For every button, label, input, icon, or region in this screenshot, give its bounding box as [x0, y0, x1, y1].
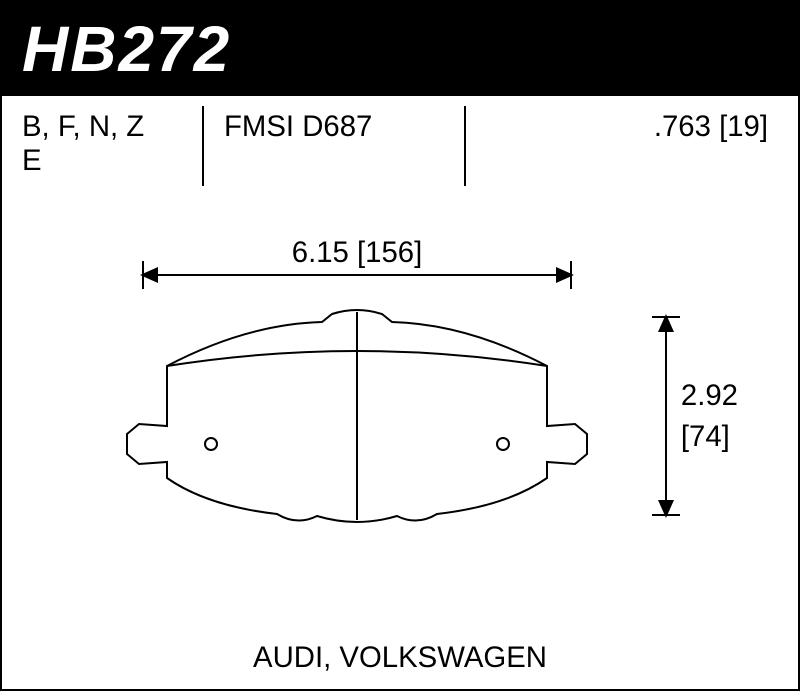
tick-top	[652, 316, 680, 318]
arrow-vertical-icon	[665, 316, 667, 516]
compounds-line2: E	[22, 144, 182, 178]
fmsi-code: FMSI D687	[224, 110, 444, 144]
width-label: 6.15 [156]	[142, 236, 572, 270]
header-bar: HB272	[2, 2, 798, 96]
height-in: 2.92	[681, 375, 738, 416]
width-dimension: 6.15 [156]	[142, 236, 572, 276]
diagram-area: 6.15 [156]	[2, 206, 798, 636]
part-number: HB272	[22, 12, 778, 86]
compounds-line1: B, F, N, Z	[22, 110, 182, 144]
compounds-cell: B, F, N, Z E	[2, 96, 202, 206]
brake-pad-icon	[107, 306, 607, 546]
thickness-value: .763 [19]	[486, 110, 768, 144]
height-mm: [74]	[681, 416, 738, 457]
tick-left	[142, 261, 144, 289]
height-dimension: 2.92 [74]	[665, 316, 738, 516]
vehicle-makes: AUDI, VOLKSWAGEN	[2, 641, 798, 675]
fmsi-cell: FMSI D687	[204, 96, 464, 206]
info-row: B, F, N, Z E FMSI D687 .763 [19]	[2, 96, 798, 206]
spec-sheet: HB272 B, F, N, Z E FMSI D687 .763 [19] 6…	[0, 0, 800, 691]
tick-right	[570, 261, 572, 289]
thickness-cell: .763 [19]	[466, 96, 798, 206]
height-label: 2.92 [74]	[681, 375, 738, 457]
arrow-horizontal-icon	[142, 274, 572, 276]
tick-bottom	[652, 514, 680, 516]
